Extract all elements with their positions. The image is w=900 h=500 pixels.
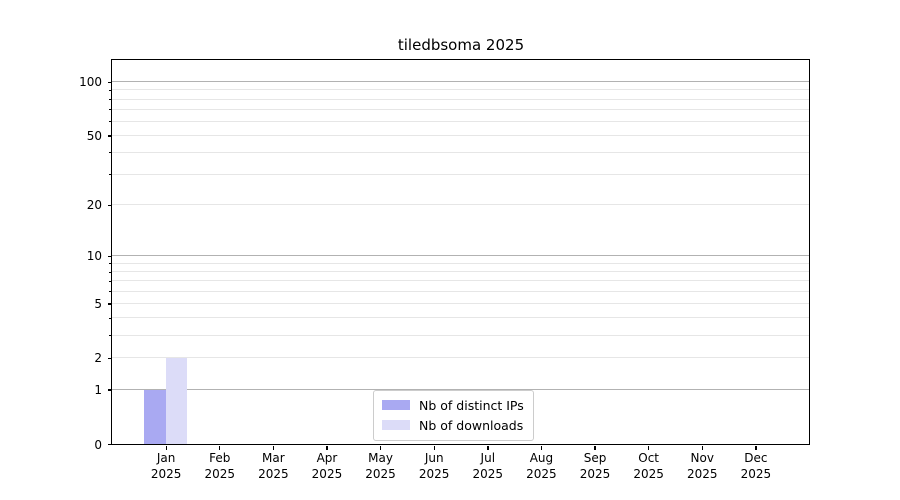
y-minor-tick bbox=[109, 89, 112, 91]
x-tick-label: Apr 2025 bbox=[311, 451, 343, 481]
x-tick-label: Feb 2025 bbox=[204, 451, 235, 481]
major-gridline bbox=[112, 81, 809, 83]
x-tick bbox=[755, 446, 757, 450]
minor-gridline bbox=[112, 120, 809, 122]
minor-gridline bbox=[112, 134, 809, 136]
x-tick bbox=[648, 446, 650, 450]
legend-item-distinct-ips: Nb of distinct IPs bbox=[382, 395, 524, 415]
y-tick-label: 5 bbox=[94, 296, 102, 311]
y-tick bbox=[107, 357, 112, 359]
y-tick-label: 1 bbox=[94, 383, 102, 398]
minor-gridline bbox=[112, 98, 809, 100]
x-tick-label: Jan 2025 bbox=[150, 451, 182, 481]
x-tick bbox=[487, 446, 489, 450]
y-tick bbox=[107, 443, 112, 446]
x-tick-label: Dec 2025 bbox=[740, 451, 772, 481]
y-tick bbox=[107, 255, 112, 257]
minor-gridline bbox=[112, 151, 809, 153]
x-tick bbox=[326, 446, 328, 450]
minor-gridline bbox=[112, 334, 809, 336]
legend-swatch-downloads bbox=[382, 419, 410, 431]
minor-gridline bbox=[112, 173, 809, 175]
x-tick-label: May 2025 bbox=[365, 451, 396, 481]
x-tick bbox=[219, 446, 221, 450]
x-tick-label: Nov 2025 bbox=[686, 451, 718, 481]
y-minor-tick bbox=[109, 291, 112, 293]
bar-jan-series1 bbox=[165, 357, 188, 444]
x-tick-label: Aug 2025 bbox=[526, 451, 557, 481]
chart-title: tiledbsoma 2025 bbox=[397, 36, 525, 54]
minor-gridline bbox=[112, 108, 809, 110]
minor-gridline bbox=[112, 271, 809, 272]
x-tick bbox=[433, 446, 435, 450]
y-tick bbox=[107, 303, 112, 305]
x-tick bbox=[165, 446, 167, 450]
minor-gridline bbox=[112, 302, 809, 304]
y-tick-label: 20 bbox=[86, 198, 102, 213]
x-tick bbox=[379, 446, 382, 450]
y-minor-tick bbox=[109, 280, 112, 282]
y-minor-tick bbox=[109, 317, 112, 319]
major-gridline bbox=[112, 255, 809, 257]
x-tick bbox=[540, 446, 543, 450]
x-tick-label: Sep 2025 bbox=[579, 451, 611, 481]
legend-label-downloads: Nb of downloads bbox=[419, 417, 524, 433]
y-minor-tick bbox=[109, 271, 112, 273]
x-tick-label: Jul 2025 bbox=[472, 451, 504, 481]
y-minor-tick bbox=[109, 263, 112, 265]
major-gridline bbox=[112, 389, 809, 391]
y-tick-label: 10 bbox=[86, 249, 102, 264]
minor-gridline bbox=[112, 280, 809, 282]
legend-item-downloads: Nb of downloads bbox=[382, 415, 524, 435]
x-tick-label: Mar 2025 bbox=[258, 451, 289, 481]
x-tick bbox=[272, 446, 275, 450]
y-tick bbox=[107, 389, 112, 391]
legend: Nb of distinct IPs Nb of downloads bbox=[373, 390, 534, 441]
y-minor-tick bbox=[109, 174, 112, 176]
minor-gridline bbox=[112, 317, 809, 319]
x-tick bbox=[701, 446, 703, 450]
y-tick bbox=[107, 204, 112, 207]
x-tick bbox=[594, 446, 596, 450]
y-minor-tick bbox=[109, 99, 112, 100]
legend-swatch-distinct-ips bbox=[382, 399, 410, 411]
y-tick bbox=[107, 135, 112, 137]
y-tick bbox=[107, 81, 112, 83]
y-minor-tick bbox=[109, 121, 112, 123]
legend-label-distinct-ips: Nb of distinct IPs bbox=[419, 397, 524, 413]
x-tick-label: Jun 2025 bbox=[418, 451, 450, 481]
y-tick-label: 2 bbox=[94, 351, 102, 366]
y-minor-tick bbox=[109, 152, 112, 154]
y-tick-label: 100 bbox=[79, 75, 102, 90]
y-tick-label: 50 bbox=[86, 128, 102, 143]
minor-gridline bbox=[112, 89, 809, 91]
y-minor-tick bbox=[109, 335, 112, 337]
x-tick-label: Oct 2025 bbox=[633, 451, 664, 481]
plot-area: Nb of distinct IPs Nb of downloads bbox=[111, 59, 810, 445]
minor-gridline bbox=[112, 357, 809, 359]
y-tick-label: 0 bbox=[94, 437, 102, 452]
y-minor-tick bbox=[109, 109, 112, 111]
minor-gridline bbox=[112, 262, 809, 264]
minor-gridline bbox=[112, 204, 809, 206]
bar-jan-series0 bbox=[144, 389, 166, 444]
minor-gridline bbox=[112, 290, 809, 292]
